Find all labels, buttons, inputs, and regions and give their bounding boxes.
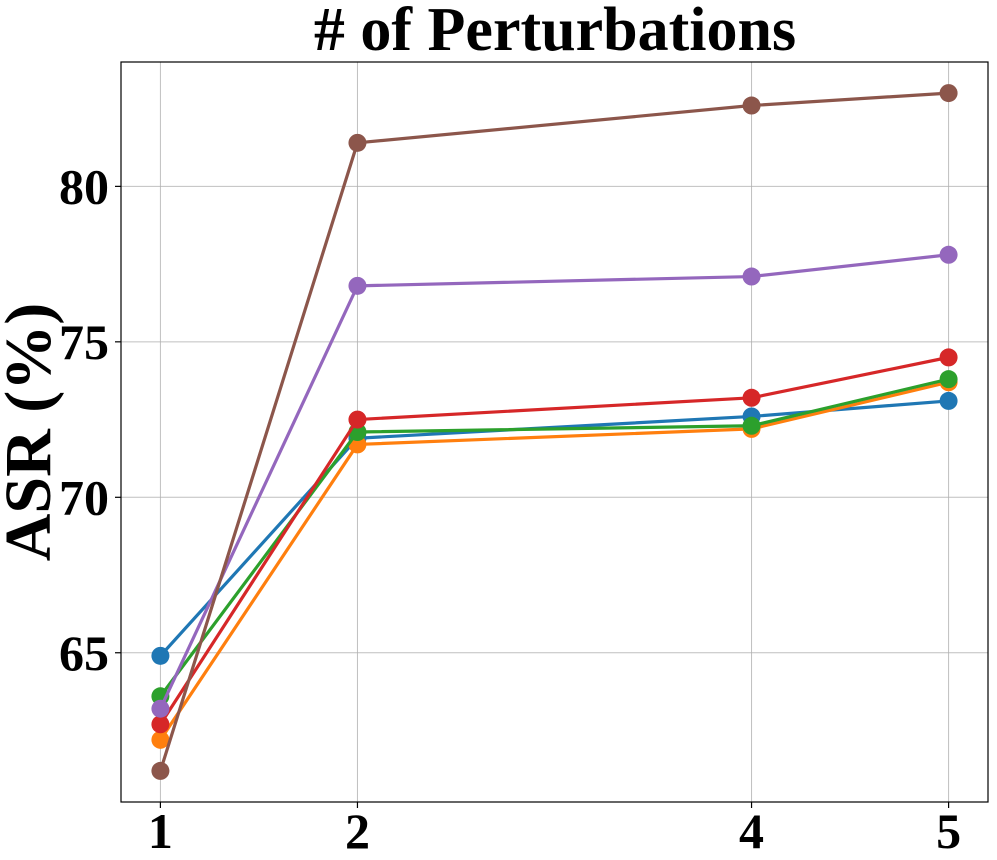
series-red-line [158, 355, 951, 726]
series-blue-point [939, 391, 958, 410]
series-purple-point [939, 245, 958, 264]
y-tick-label: 80 [59, 158, 109, 214]
series-purple [151, 245, 958, 718]
x-tick-label: 1 [148, 803, 173, 859]
series-red-point [742, 388, 761, 407]
series-orange-point [151, 730, 170, 749]
x-tick-label: 5 [936, 803, 961, 859]
series-purple-point [348, 276, 367, 295]
series-blue [151, 391, 958, 665]
series-brown-point [151, 761, 170, 780]
series-brown-point [939, 84, 958, 103]
y-tick-label: 70 [59, 469, 109, 525]
y-tick-label: 65 [59, 625, 109, 681]
x-tick-label: 4 [739, 803, 764, 859]
series-red-point [939, 348, 958, 367]
plot-frame [120, 61, 989, 803]
grid-lines [121, 62, 988, 802]
series-green-line [158, 377, 951, 698]
y-tick-label: 75 [59, 314, 109, 370]
chart-title: # of Perturbations [314, 0, 796, 64]
series-brown-line [158, 91, 951, 773]
series-purple-line [158, 253, 951, 711]
series-brown-point [742, 96, 761, 115]
series-brown [151, 84, 958, 780]
series-green [151, 370, 958, 706]
series-red-point [348, 410, 367, 429]
series-green-point [742, 416, 761, 435]
series-layer [151, 84, 958, 780]
tick-layer: 1 2 4 5 65 70 75 80 [59, 158, 961, 859]
series-purple-point [151, 699, 170, 718]
series-green-point [939, 370, 958, 389]
series-orange-line [158, 380, 951, 742]
x-tick-label: 2 [345, 803, 370, 859]
series-red-point [151, 715, 170, 734]
series-blue-point [151, 646, 170, 665]
y-axis-label: ASR (%) [0, 303, 65, 562]
series-purple-point [742, 267, 761, 286]
series-brown-point [348, 133, 367, 152]
series-blue-line [158, 399, 951, 658]
series-red [151, 348, 958, 734]
